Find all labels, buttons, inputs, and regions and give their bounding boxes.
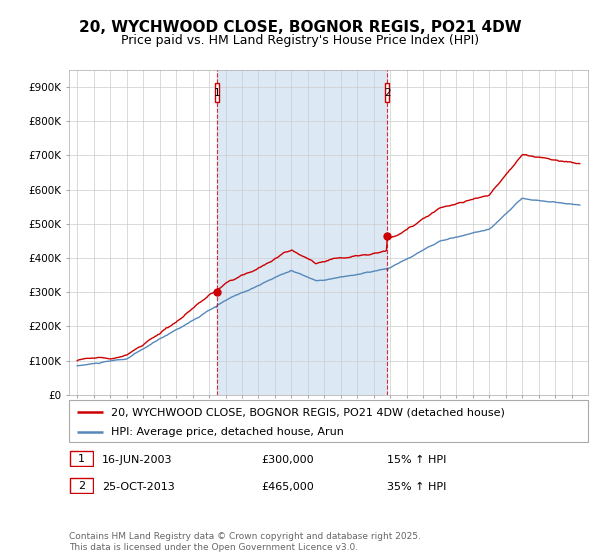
Text: 15% ↑ HPI: 15% ↑ HPI: [387, 455, 446, 465]
Text: 2: 2: [78, 480, 85, 491]
Bar: [217, 70, 388, 395]
Text: Price paid vs. HM Land Registry's House Price Index (HPI): Price paid vs. HM Land Registry's House …: [121, 34, 479, 46]
FancyBboxPatch shape: [70, 478, 93, 493]
Text: 25-OCT-2013: 25-OCT-2013: [102, 482, 175, 492]
Text: 20, WYCHWOOD CLOSE, BOGNOR REGIS, PO21 4DW: 20, WYCHWOOD CLOSE, BOGNOR REGIS, PO21 4…: [79, 20, 521, 35]
Text: 2: 2: [384, 88, 391, 98]
Text: 1: 1: [214, 88, 220, 98]
FancyBboxPatch shape: [70, 451, 93, 466]
FancyBboxPatch shape: [69, 400, 588, 442]
FancyBboxPatch shape: [215, 83, 218, 102]
FancyBboxPatch shape: [385, 83, 389, 102]
Text: £465,000: £465,000: [261, 482, 314, 492]
Text: £300,000: £300,000: [261, 455, 314, 465]
Text: 20, WYCHWOOD CLOSE, BOGNOR REGIS, PO21 4DW (detached house): 20, WYCHWOOD CLOSE, BOGNOR REGIS, PO21 4…: [110, 407, 505, 417]
Text: 1: 1: [78, 454, 85, 464]
Text: 35% ↑ HPI: 35% ↑ HPI: [387, 482, 446, 492]
Text: HPI: Average price, detached house, Arun: HPI: Average price, detached house, Arun: [110, 427, 343, 437]
Text: Contains HM Land Registry data © Crown copyright and database right 2025.
This d: Contains HM Land Registry data © Crown c…: [69, 532, 421, 552]
Text: 16-JUN-2003: 16-JUN-2003: [102, 455, 173, 465]
